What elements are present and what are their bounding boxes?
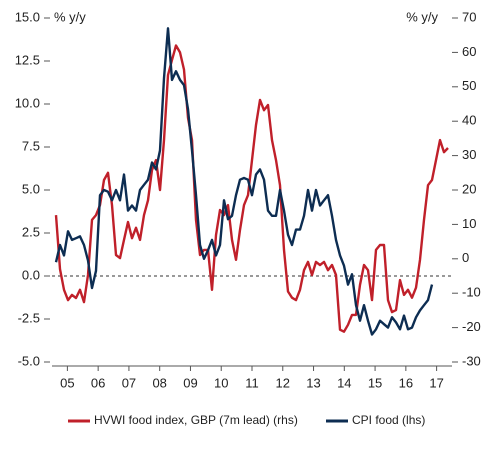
- x-tick-label: 16: [399, 375, 413, 390]
- x-tick-label: 05: [60, 375, 74, 390]
- y-tick-label: 7.5: [22, 138, 40, 153]
- x-tick-label: 14: [337, 375, 351, 390]
- x-tick-label: 09: [183, 375, 197, 390]
- x-tick-label: 15: [368, 375, 382, 390]
- y-tick-label: 15.0: [15, 9, 40, 24]
- x-tick-label: 08: [152, 375, 166, 390]
- y2-axis-title: % y/y: [406, 9, 438, 24]
- y2-tick-label: -30: [462, 353, 481, 368]
- y2-tick-label: -10: [462, 285, 481, 300]
- y2-tick-label: 70: [462, 9, 476, 24]
- y2-tick-label: 60: [462, 44, 476, 59]
- y2-tick-label: 30: [462, 147, 476, 162]
- series-line: [54, 44, 449, 333]
- y-axis-title: % y/y: [54, 9, 86, 24]
- x-tick-label: 06: [91, 375, 105, 390]
- x-tick-label: 13: [306, 375, 320, 390]
- x-tick-label: 17: [429, 375, 443, 390]
- y-tick-label: -2.5: [18, 310, 40, 325]
- y2-tick-label: 50: [462, 78, 476, 93]
- x-tick-label: 11: [245, 375, 259, 390]
- y2-tick-label: 0: [462, 250, 469, 265]
- series-line: [54, 27, 434, 336]
- y-tick-label: 0.0: [22, 267, 40, 282]
- y-tick-label: 5.0: [22, 181, 40, 196]
- x-tick-label: 12: [276, 375, 290, 390]
- y-tick-label: -5.0: [18, 353, 40, 368]
- y-tick-label: 2.5: [22, 224, 40, 239]
- y-tick-label: 10.0: [15, 95, 40, 110]
- x-tick-label: 07: [122, 375, 136, 390]
- legend-label: HVWI food index, GBP (7m lead) (rhs): [94, 413, 298, 427]
- x-tick-label: 10: [214, 375, 228, 390]
- y2-tick-label: -20: [462, 319, 481, 334]
- y2-tick-label: 10: [462, 216, 476, 231]
- legend-label: CPI food (lhs): [352, 413, 425, 427]
- y-tick-label: 12.5: [15, 52, 40, 67]
- y2-tick-label: 20: [462, 181, 476, 196]
- y2-tick-label: 40: [462, 113, 476, 128]
